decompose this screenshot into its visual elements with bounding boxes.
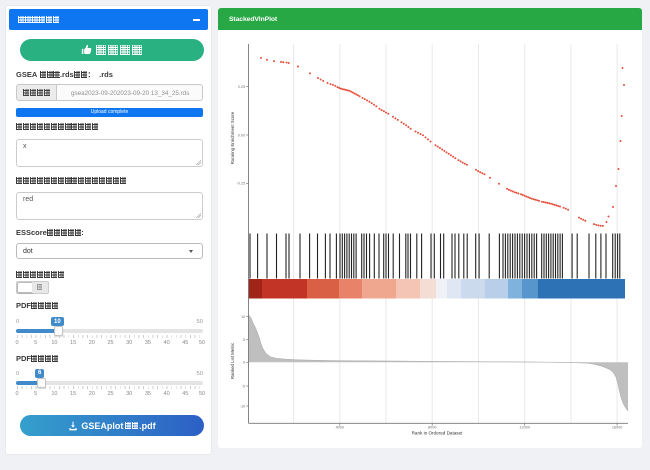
svg-text:0.25: 0.25 xyxy=(238,85,245,89)
svg-text:8000: 8000 xyxy=(428,425,436,429)
svg-text:10: 10 xyxy=(241,315,245,319)
svg-text:0.00: 0.00 xyxy=(238,133,245,137)
svg-text:-5: -5 xyxy=(242,384,245,388)
svg-text:Running Enrichment Score: Running Enrichment Score xyxy=(230,111,235,164)
svg-text:0: 0 xyxy=(243,361,245,365)
svg-text:12000: 12000 xyxy=(519,425,530,429)
svg-text:16000: 16000 xyxy=(612,425,623,429)
svg-text:-10: -10 xyxy=(240,404,246,408)
svg-text:-0.25: -0.25 xyxy=(237,182,246,186)
svg-text:Rank in Ordered Dataset: Rank in Ordered Dataset xyxy=(412,431,464,436)
svg-text:4000: 4000 xyxy=(336,425,344,429)
svg-text:Ranked List Metric: Ranked List Metric xyxy=(230,342,235,379)
svg-text:5: 5 xyxy=(243,338,245,342)
